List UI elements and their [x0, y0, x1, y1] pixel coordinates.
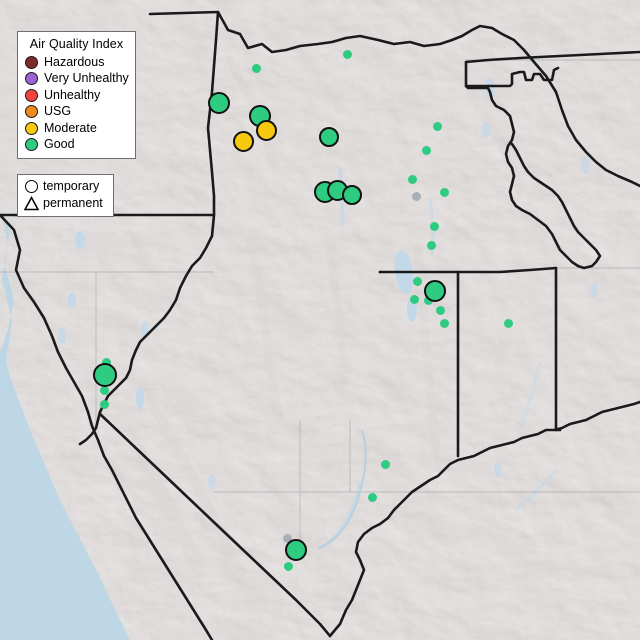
site-las-vegas[interactable] [285, 539, 307, 561]
legend-aqi-label: Hazardous [44, 54, 105, 69]
legend-aqi-row-very-unhealthy[interactable]: Very Unhealthy [18, 71, 135, 88]
site-idaho-south-c[interactable] [342, 185, 362, 205]
coastline-california [0, 213, 214, 640]
dot-ne-idaho-4[interactable] [439, 187, 449, 197]
temporary-circle-icon [24, 179, 39, 194]
dot-n-idaho-2[interactable] [342, 49, 352, 59]
border-arizona-nevada-river [328, 400, 640, 638]
dot-wasatch-1[interactable] [412, 276, 422, 286]
legend-aqi-label: Unhealthy [44, 87, 101, 102]
dot-ne-idaho-2[interactable] [421, 145, 431, 155]
dot-s-utah-1[interactable] [380, 459, 390, 469]
ocean-fill-corner [0, 350, 130, 640]
legend-aqi-label: USG [44, 104, 72, 119]
legend-aqi-row-good[interactable]: Good [18, 137, 135, 154]
mountain-ranges [113, 55, 525, 577]
dot-se-idaho-1[interactable] [429, 221, 439, 231]
dot-utah-east[interactable] [503, 318, 513, 328]
legend-aqi-row-unhealthy[interactable]: Unhealthy [18, 87, 135, 104]
border-idaho-wyoming [464, 50, 640, 64]
border-utah-idaho [456, 266, 558, 274]
legend-type-label-temporary: temporary [43, 179, 100, 193]
legend-type-label-permanent: permanent [43, 196, 103, 210]
legend-aqi-label: Moderate [44, 120, 97, 135]
aqi-swatch-icon-moderate [25, 121, 38, 135]
dot-s-utah-2[interactable] [367, 492, 377, 502]
dot-vegas-gray[interactable] [282, 533, 292, 543]
dot-vegas-south[interactable] [283, 561, 293, 571]
dot-wasatch-5[interactable] [439, 318, 449, 328]
border-nevada-california [78, 213, 216, 446]
dot-wasatch-2[interactable] [409, 294, 419, 304]
aqi-swatch-icon-very-unhealthy [25, 72, 38, 86]
water-bodies [58, 78, 598, 550]
border-idaho-montana [464, 60, 602, 270]
legend-aqi-rows: Hazardous Very Unhealthy Unhealthy USG Moder… [18, 54, 135, 153]
legend-aqi-label: Very Unhealthy [44, 71, 129, 86]
legend-aqi-row-moderate[interactable]: Moderate [18, 120, 135, 137]
aqi-swatch-icon-good [25, 138, 38, 152]
dot-ne-idaho-1[interactable] [432, 121, 442, 131]
site-idaho-west-b[interactable] [255, 119, 277, 141]
border-oregon-washington [148, 10, 640, 188]
site-idaho-west-c[interactable] [232, 130, 254, 152]
permanent-triangle-icon [24, 196, 39, 211]
legend-type-row-permanent: permanent [18, 195, 113, 212]
dot-nor-cal-3[interactable] [99, 399, 109, 409]
border-california-nevada-diagonal [98, 412, 332, 638]
legend-aqi-row-hazardous[interactable]: Hazardous [18, 54, 135, 71]
legend-type-row-temporary: temporary [18, 178, 113, 195]
aqi-swatch-icon-hazardous [25, 55, 38, 69]
legend-aqi-label: Good [44, 137, 75, 152]
border-utah-notch [464, 66, 560, 88]
site-sacramento-valley[interactable] [93, 363, 117, 387]
site-nw-oregon[interactable] [208, 92, 230, 114]
site-idaho-central[interactable] [319, 127, 339, 147]
dot-nor-cal-1[interactable] [101, 357, 111, 367]
site-salt-lake-city[interactable] [424, 280, 446, 302]
dot-nor-cal-2[interactable] [99, 385, 109, 395]
legend-air-quality-index: Air Quality Index Hazardous Very Unhealth… [17, 31, 136, 159]
legend-aqi-row-usg[interactable]: USG [18, 104, 135, 121]
colorado-river [317, 429, 367, 549]
dot-ne-idaho-gray[interactable] [411, 191, 421, 201]
legend-title: Air Quality Index [29, 37, 124, 51]
dot-n-idaho-1[interactable] [251, 63, 261, 73]
state-borders [0, 10, 640, 640]
dot-ne-idaho-3[interactable] [407, 174, 417, 184]
dot-se-idaho-2[interactable] [426, 240, 436, 250]
aqi-swatch-icon-unhealthy [25, 88, 38, 102]
legend-site-type: temporary permanent [17, 174, 114, 217]
dot-wasatch-4[interactable] [435, 305, 445, 315]
aqi-swatch-icon-usg [25, 105, 38, 119]
